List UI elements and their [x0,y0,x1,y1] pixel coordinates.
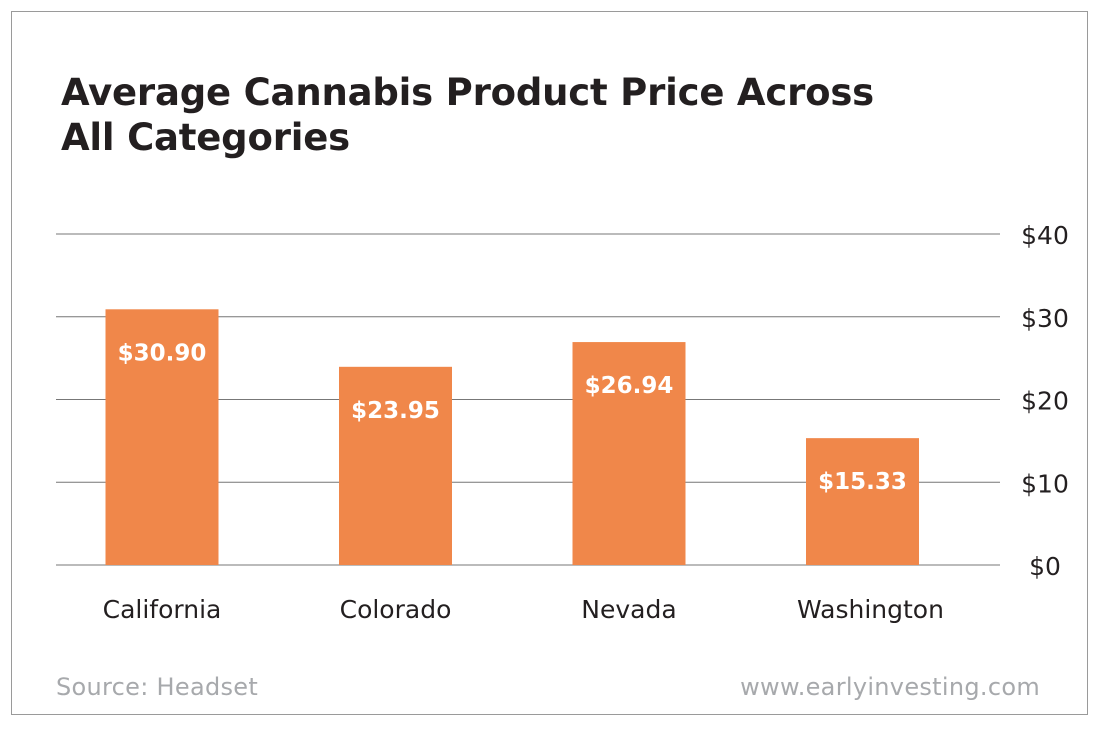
bar [105,309,219,565]
chart-title-line-2: All Categories [61,116,350,159]
category-label: California [103,595,222,624]
source-note: Source: Headset [56,673,259,701]
y-tick-label: $30 [1021,304,1069,333]
data-label: $23.95 [351,398,440,424]
bar [572,342,686,565]
category-label: Washington [797,595,944,624]
category-label: Nevada [581,595,676,624]
data-label: $26.94 [585,373,674,399]
data-label: $30.90 [118,340,207,366]
category-label: Colorado [340,595,452,624]
chart-title: Average Cannabis Product Price Across Al… [61,70,961,160]
data-label: $15.33 [818,469,907,495]
website-url: www.earlyinvesting.com [740,673,1040,701]
y-tick-label: $0 [1029,552,1061,581]
y-tick-label: $40 [1021,221,1069,250]
y-tick-label: $20 [1021,387,1069,416]
chart-title-line-1: Average Cannabis Product Price Across [61,71,874,114]
bar [806,438,919,565]
bar [339,366,452,565]
y-tick-label: $10 [1021,469,1069,498]
